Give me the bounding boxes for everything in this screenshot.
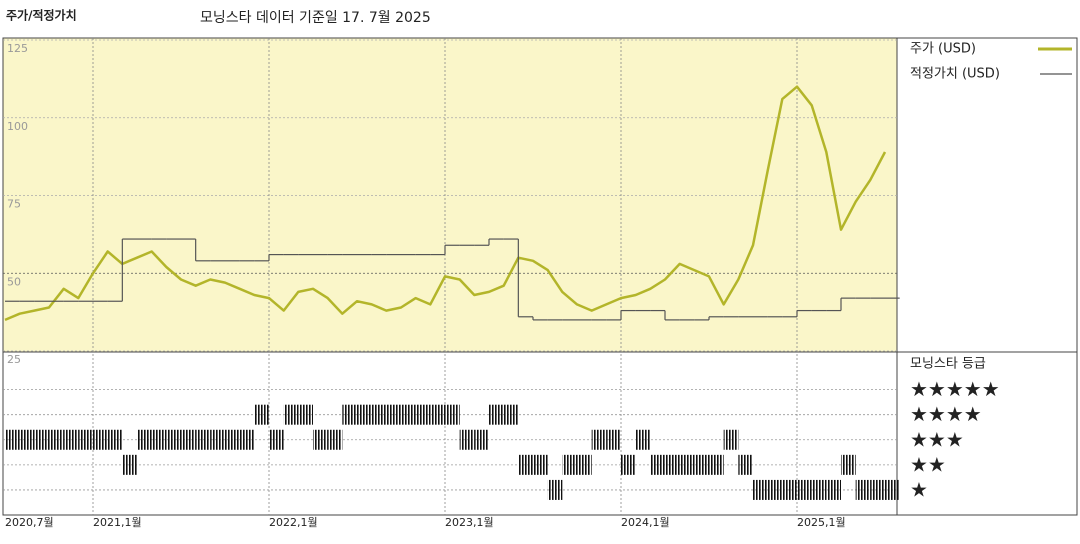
rating-mark [63, 429, 79, 450]
rating-mark [547, 479, 563, 500]
rating-mark [459, 429, 475, 450]
legend-label: 적정가치 (USD) [910, 67, 1000, 82]
rating-mark [679, 454, 695, 475]
rating-mark [181, 429, 196, 450]
rating-mark [269, 429, 284, 450]
rating-mark [137, 429, 152, 450]
rating-mark [606, 429, 621, 450]
rating-mark [93, 429, 108, 450]
rating-mark [797, 479, 812, 500]
rating-mark [122, 454, 137, 475]
rating-mark [415, 404, 431, 425]
rating-mark [709, 454, 724, 475]
rating-mark [313, 429, 328, 450]
rating-mark [445, 404, 460, 425]
rating-mark [401, 404, 416, 425]
x-tick-label: 2022,1월 [269, 516, 318, 529]
rating-mark [870, 479, 885, 500]
y-tick-label: 125 [7, 42, 28, 55]
rating-mark [327, 429, 343, 450]
x-tick-label: 2023,1월 [445, 516, 494, 529]
x-tick-label: 2024,1월 [621, 516, 670, 529]
rating-mark [767, 479, 783, 500]
rating-mark [782, 479, 797, 500]
y2-tick-label: ★★ [910, 452, 946, 476]
rating-mark [885, 479, 900, 500]
frame [2, 37, 1078, 516]
rating-mark [694, 454, 709, 475]
rating-mark [753, 479, 768, 500]
y-tick-label: 100 [7, 120, 28, 133]
rating-mark [650, 454, 665, 475]
x-tick-label: 2025,1월 [797, 516, 846, 529]
rating-mark [577, 454, 592, 475]
price-line [4, 85, 887, 322]
rating-mark [518, 454, 533, 475]
x-tick-label: 2021,1월 [93, 516, 142, 529]
plot-background [3, 38, 897, 352]
rating-mark [254, 404, 269, 425]
rating-mark [210, 429, 225, 450]
rating-mark [489, 404, 504, 425]
rating-mark [738, 454, 753, 475]
rating-mark [474, 429, 489, 450]
rating-mark [107, 429, 123, 450]
y-tick-label: 75 [7, 198, 21, 211]
legend-label: 주가 (USD) [910, 42, 976, 57]
rating-mark [503, 404, 519, 425]
y-tick-label: 50 [7, 275, 21, 288]
y-tick-label: 25 [7, 353, 21, 366]
rating-mark [371, 404, 387, 425]
rating-mark [386, 404, 401, 425]
rating-mark [49, 429, 64, 450]
rating-mark [841, 454, 856, 475]
rating-mark [430, 404, 445, 425]
rating-mark [283, 404, 299, 425]
rating-mark [166, 429, 181, 450]
chart-subtitle: 모닝스타 데이터 기준일 17. 7월 2025 [200, 10, 431, 26]
rating-mark [5, 429, 20, 450]
y2-tick-label: ★★★ [910, 427, 964, 451]
rating-mark [239, 429, 255, 450]
rating-mark [151, 429, 167, 450]
rating-mark [225, 429, 240, 450]
rating-mark [78, 429, 93, 450]
rating-mark [723, 429, 739, 450]
rating-mark [19, 429, 35, 450]
y2-tick-label: ★ [910, 477, 928, 501]
rating-mark [855, 479, 871, 500]
legend-label: 모닝스타 등급 [910, 357, 986, 372]
rating-mark [298, 404, 313, 425]
y2-tick-label: ★★★★ [910, 402, 982, 426]
rating-mark [635, 429, 651, 450]
chart-title: 주가/적정가치 [6, 8, 77, 23]
rating-mark [34, 429, 49, 450]
rating-mark [195, 429, 211, 450]
rating-mark [811, 479, 827, 500]
rating-mark [533, 454, 548, 475]
rating-mark [562, 454, 577, 475]
y2-tick-label: ★★★★★ [910, 377, 1000, 401]
x-tick-label: 2020,7월 [5, 516, 54, 529]
rating-mark [591, 429, 607, 450]
rating-mark [826, 479, 841, 500]
rating-mark [621, 454, 636, 475]
rating-mark [342, 404, 357, 425]
rating-mark [665, 454, 680, 475]
rating-mark [357, 404, 372, 425]
